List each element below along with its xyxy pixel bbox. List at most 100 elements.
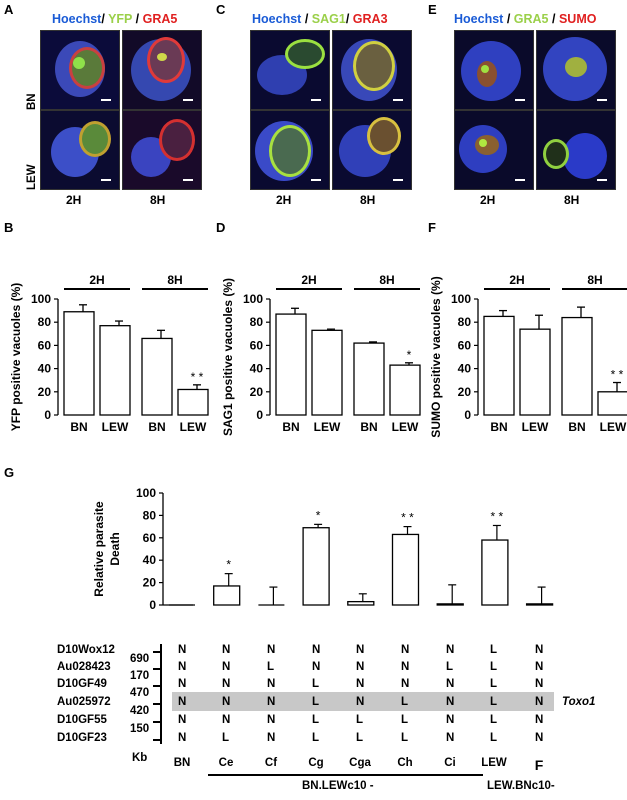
col-label-e-2h: 2H xyxy=(480,193,496,207)
marker-tick xyxy=(153,721,161,723)
bar xyxy=(391,533,420,606)
bar xyxy=(275,313,307,416)
genotype-call: N xyxy=(267,696,276,708)
genotype-call: N xyxy=(267,644,276,656)
genotype-call: N xyxy=(178,661,187,673)
bar xyxy=(302,527,330,606)
marker-tick xyxy=(153,685,161,687)
sep: / xyxy=(552,12,556,26)
significance-mark: * * xyxy=(401,511,414,525)
y-tick-label: 20 xyxy=(250,385,264,399)
panel-a-header: Hoechst/ YFP / GRA5 xyxy=(52,12,177,26)
genotype-call: L xyxy=(490,732,498,744)
y-tick-label: 100 xyxy=(136,486,156,500)
chart-f: 0 20 40 60 80 100 SUMO positive vacuoles (%) BN… xyxy=(429,273,627,438)
genotype-call: N xyxy=(535,696,544,708)
kb-distance: 470 xyxy=(130,687,150,699)
marker-label: D10GF23 xyxy=(57,732,107,744)
bar xyxy=(597,391,627,416)
significance-mark: * * xyxy=(491,509,504,523)
group-underline xyxy=(208,774,483,776)
genotype-call: N xyxy=(222,644,231,656)
x-tick-label: LEW xyxy=(522,420,549,434)
stain-1: Hoechst xyxy=(454,12,504,26)
strain-label: LEW xyxy=(481,757,507,769)
bar xyxy=(519,328,551,416)
group-label: 8H xyxy=(167,273,182,287)
genotype-call: N xyxy=(178,714,187,726)
y-tick-label: 60 xyxy=(38,338,52,352)
genotype-call: N xyxy=(312,644,321,656)
toxo1-label: Toxo1 xyxy=(562,696,596,708)
strain-label: Cg xyxy=(308,757,324,769)
genotype-call: N xyxy=(535,714,544,726)
y-tick-label: 40 xyxy=(458,362,472,376)
bar xyxy=(483,315,515,416)
genotype-call: L xyxy=(312,678,320,690)
marker-label: Au025972 xyxy=(57,696,111,708)
x-tick-label: LEW xyxy=(180,420,207,434)
bar xyxy=(347,600,375,606)
genotype-call: L xyxy=(267,661,275,673)
genotype-call: N xyxy=(178,732,187,744)
genotype-call: L xyxy=(490,696,498,708)
strain-label: Cf xyxy=(264,757,278,769)
panel-label-f: F xyxy=(428,220,436,235)
marker-label: Au028423 xyxy=(57,661,111,673)
marker-label: D10GF55 xyxy=(57,714,107,726)
marker-label: D10GF49 xyxy=(57,678,107,690)
genotype-call: L xyxy=(312,696,320,708)
genotype-call: N xyxy=(446,644,455,656)
y-tick-label: 20 xyxy=(458,385,472,399)
micrograph-e-bn-8h xyxy=(536,30,616,110)
bar xyxy=(525,603,554,606)
x-tick-label: LEW xyxy=(600,420,627,434)
micrograph-c-bn-2h xyxy=(250,30,330,110)
genotype-call: L xyxy=(446,661,454,673)
y-axis-label-line1: Relative parasite xyxy=(92,501,106,597)
stain-3: GRA3 xyxy=(352,12,388,26)
bar xyxy=(436,603,464,606)
x-tick-label: LEW xyxy=(102,420,129,434)
panel-label-c: C xyxy=(216,2,226,17)
panel-c-header: Hoechst / SAG1/ GRA3 xyxy=(252,12,388,26)
bar xyxy=(481,539,509,606)
sep: / xyxy=(345,12,350,26)
kb-distance: 690 xyxy=(130,653,150,665)
genotype-call: N xyxy=(446,696,455,708)
panel-label-a: A xyxy=(4,2,14,17)
x-tick-label: BN xyxy=(70,420,87,434)
genotype-call: N xyxy=(535,661,544,673)
genotype-call: L xyxy=(490,678,498,690)
genotype-call: N xyxy=(356,696,365,708)
y-tick-label: 0 xyxy=(149,598,156,612)
y-tick-label: 100 xyxy=(31,292,51,306)
group-label: 2H xyxy=(509,273,524,287)
genotype-call: L xyxy=(490,644,498,656)
significance-mark: * * xyxy=(611,368,624,382)
group-label: 2H xyxy=(89,273,104,287)
significance-mark: * xyxy=(407,348,412,362)
panel-label-g: G xyxy=(4,465,15,480)
panel-label-b: B xyxy=(4,220,14,235)
y-tick-label: 100 xyxy=(451,292,471,306)
x-tick-label: LEW xyxy=(392,420,419,434)
chart-g: 0 20 40 60 80 100 Relative parasite Death * * * * *… xyxy=(92,486,554,612)
stain-3: SUMO xyxy=(558,12,597,26)
sep: / xyxy=(101,12,105,26)
micrograph-a-bn-2h xyxy=(40,30,120,110)
micrograph-e-lew-8h xyxy=(536,110,616,190)
sep: / xyxy=(304,12,309,26)
x-tick-label: BN xyxy=(148,420,165,434)
genotype-call: L xyxy=(356,732,364,744)
genotype-call: L xyxy=(312,714,320,726)
bar xyxy=(63,311,95,416)
genotype-call: N xyxy=(178,678,187,690)
genotype-call: N xyxy=(356,678,365,690)
stain-2: YFP xyxy=(108,12,133,26)
stain-2: GRA5 xyxy=(513,12,549,26)
genotype-call: N xyxy=(222,696,231,708)
genotype-call: L xyxy=(356,714,364,726)
stain-3: GRA5 xyxy=(142,12,178,26)
y-axis-label: SUMO positive vacuoles (%) xyxy=(429,276,443,437)
